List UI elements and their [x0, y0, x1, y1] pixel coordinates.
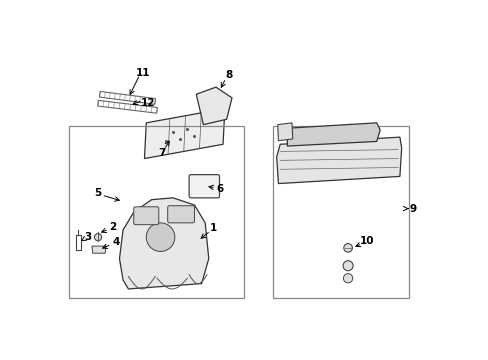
Circle shape — [146, 223, 175, 251]
Circle shape — [94, 234, 102, 241]
Polygon shape — [119, 198, 208, 289]
Text: 8: 8 — [225, 70, 233, 80]
Text: 4: 4 — [112, 237, 120, 247]
Text: 11: 11 — [135, 68, 150, 78]
Circle shape — [343, 244, 352, 252]
Text: 10: 10 — [359, 237, 373, 247]
Bar — [69, 126, 244, 298]
Text: 1: 1 — [209, 223, 217, 233]
Polygon shape — [144, 109, 224, 158]
Circle shape — [343, 261, 352, 271]
Polygon shape — [276, 137, 401, 184]
Polygon shape — [92, 246, 106, 253]
Text: 2: 2 — [108, 222, 116, 232]
FancyBboxPatch shape — [134, 207, 159, 225]
Text: 7: 7 — [158, 148, 165, 158]
Polygon shape — [287, 123, 380, 146]
Circle shape — [343, 274, 352, 283]
Text: 6: 6 — [216, 184, 224, 194]
Text: 12: 12 — [141, 98, 155, 108]
FancyBboxPatch shape — [189, 175, 219, 198]
Polygon shape — [277, 123, 292, 141]
FancyBboxPatch shape — [167, 206, 194, 223]
Text: 3: 3 — [84, 232, 91, 242]
Bar — [272, 126, 408, 298]
Text: 9: 9 — [409, 203, 416, 213]
Polygon shape — [196, 87, 231, 125]
Text: 5: 5 — [94, 188, 101, 198]
